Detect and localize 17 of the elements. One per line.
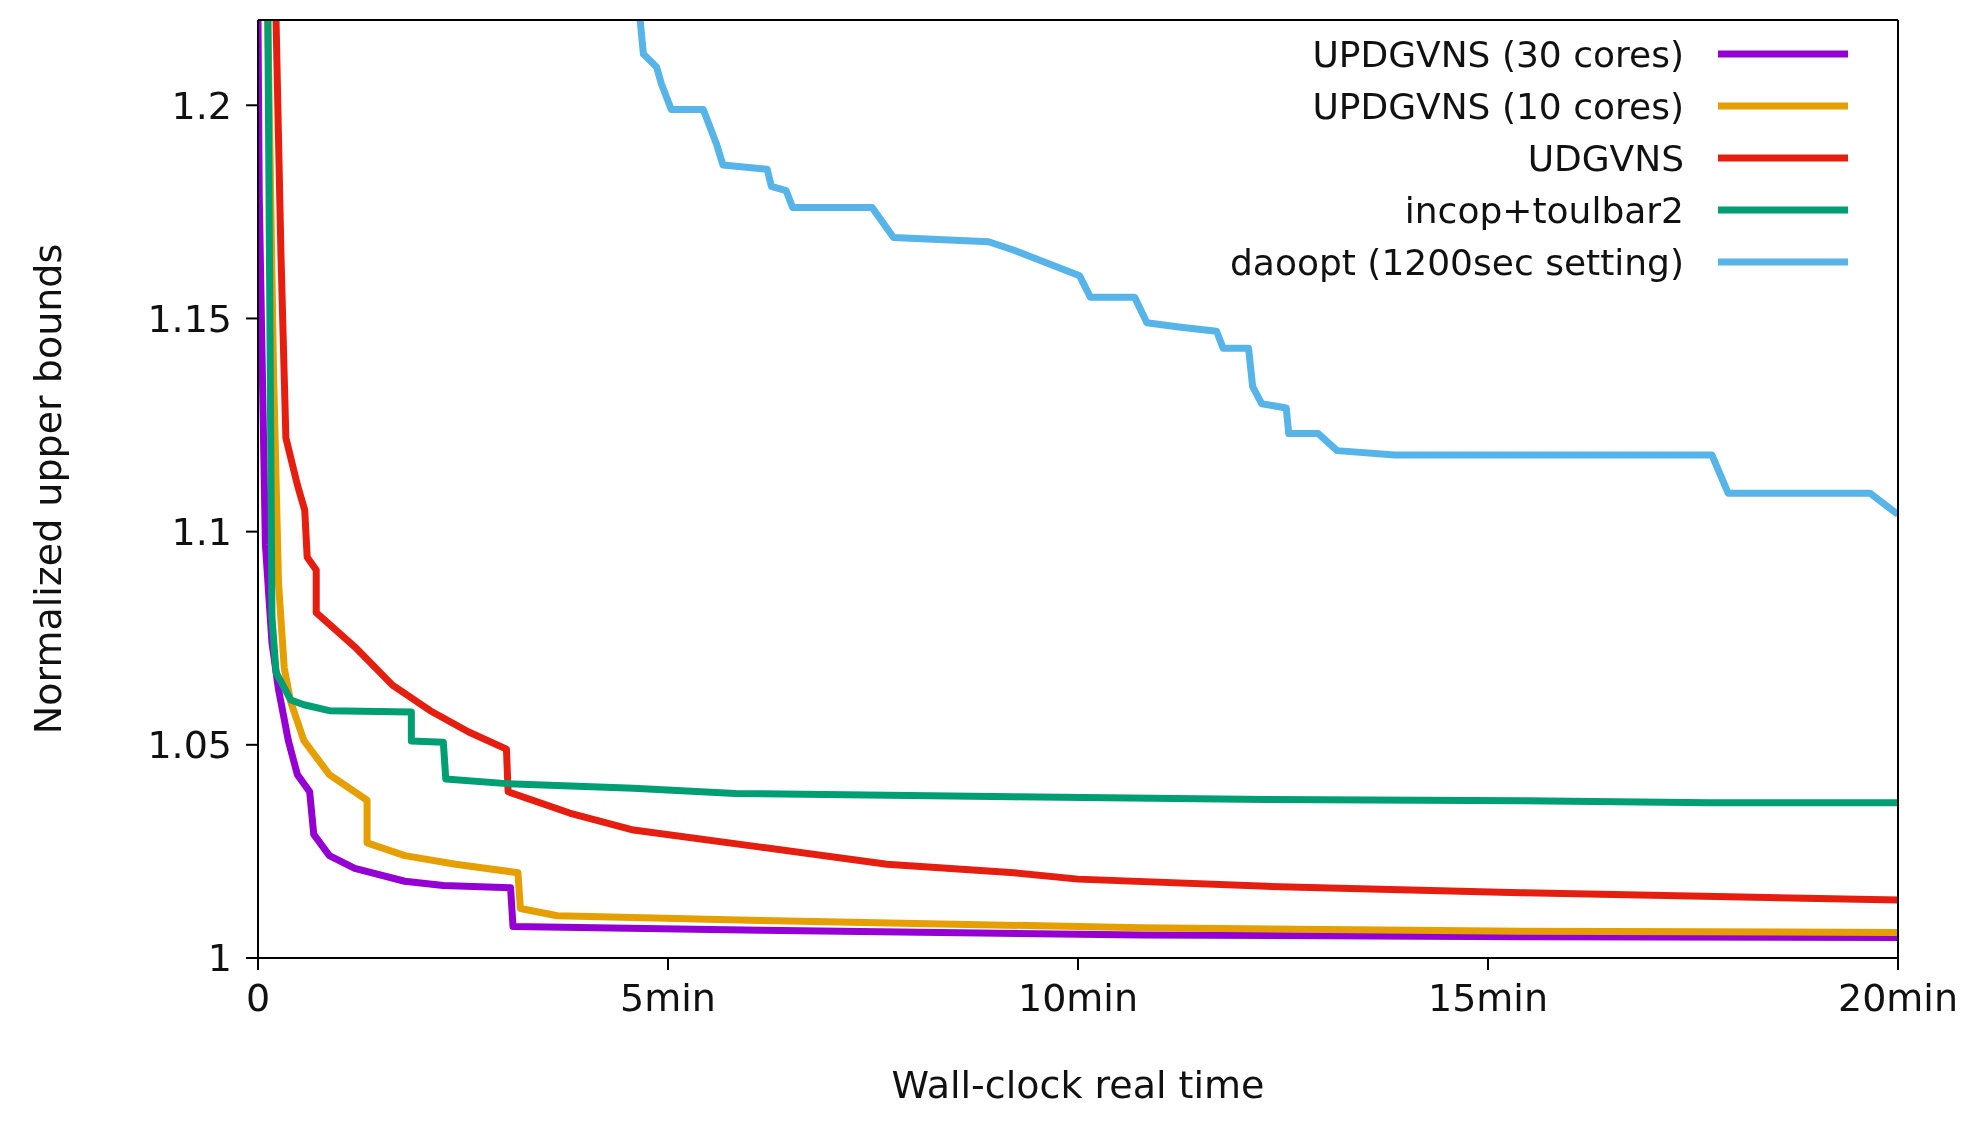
y-axis-title: Normalized upper bounds bbox=[26, 243, 71, 735]
y-tick-label: 1.05 bbox=[147, 723, 232, 768]
y-tick-label: 1 bbox=[207, 936, 232, 981]
legend-label: UDGVNS bbox=[1523, 137, 1688, 179]
x-tick-label: 20min bbox=[1837, 975, 1959, 1020]
x-tick-label: 0 bbox=[245, 975, 271, 1020]
legend-label: incop+toulbar2 bbox=[1400, 189, 1688, 231]
y-tick-label: 1.15 bbox=[147, 296, 232, 341]
x-tick-label: 5min bbox=[620, 975, 716, 1020]
legend-label: daoopt (1200sec setting) bbox=[1225, 241, 1688, 283]
legend-label: UPDGVNS (30 cores) bbox=[1308, 33, 1688, 75]
x-axis-title: Wall-clock real time bbox=[891, 1063, 1265, 1107]
y-tick-label: 1.2 bbox=[171, 83, 232, 128]
legend-label: UPDGVNS (10 cores) bbox=[1308, 85, 1688, 127]
x-tick-label: 15min bbox=[1427, 975, 1549, 1020]
y-tick-label: 1.1 bbox=[171, 510, 232, 555]
x-tick-label: 10min bbox=[1017, 975, 1139, 1020]
